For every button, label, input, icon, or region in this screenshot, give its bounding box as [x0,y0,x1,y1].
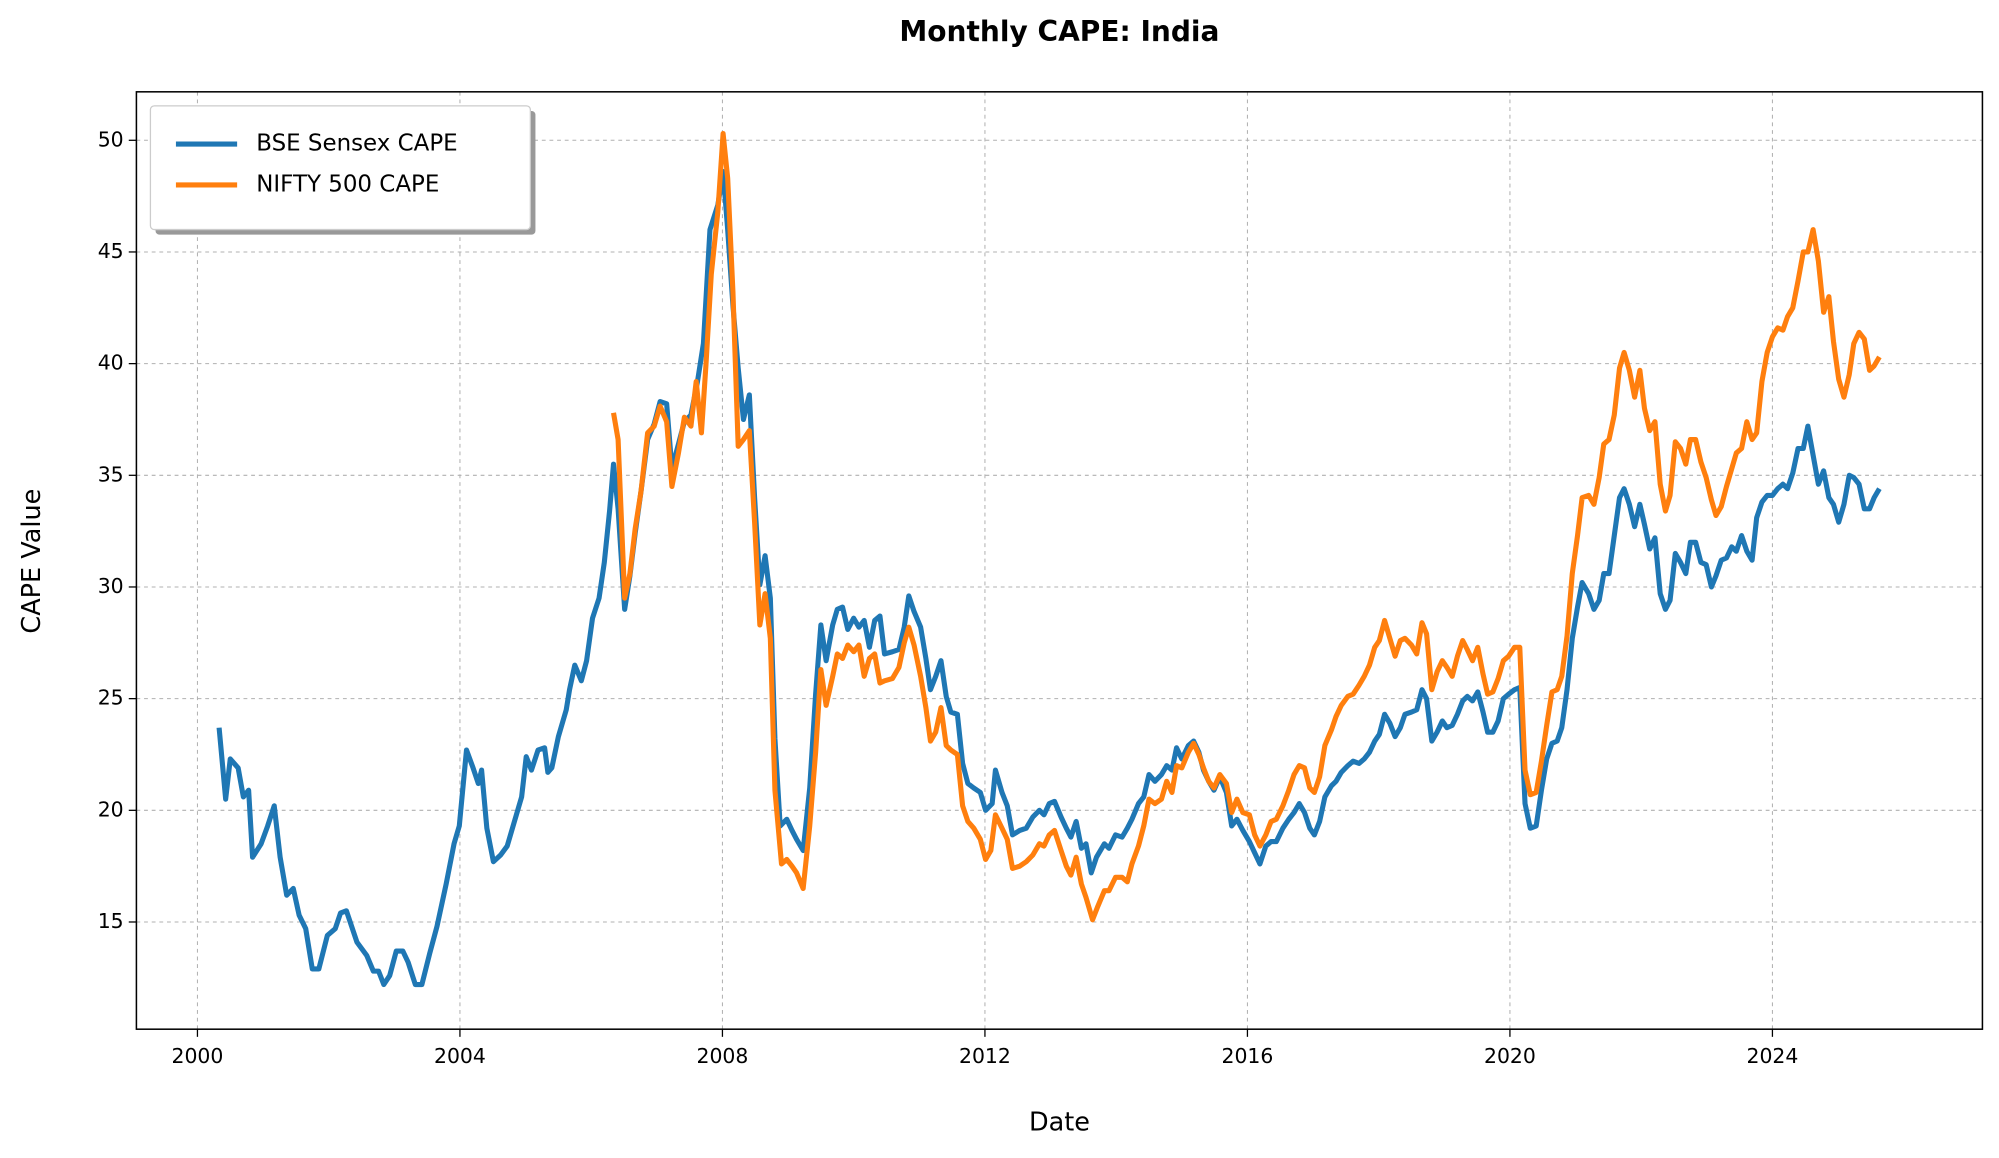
y-tick-label: 15 [98,909,124,933]
y-tick-label: 40 [98,351,124,375]
x-tick-label: 2020 [1484,1044,1536,1068]
y-tick-label: 35 [98,462,124,486]
y-tick-label: 50 [98,127,124,151]
y-tick-label: 20 [98,797,124,821]
plot-lines [216,131,1882,988]
x-tick-label: 2012 [959,1044,1011,1068]
y-axis-label: CAPE Value [17,489,47,634]
chart-title: Monthly CAPE: India [899,15,1219,48]
x-tick-label: 2016 [1221,1044,1273,1068]
legend-label: NIFTY 500 CAPE [256,171,439,197]
x-tick-label: 2024 [1746,1044,1798,1068]
plot-frame [135,91,1984,1030]
legend: BSE Sensex CAPE NIFTY 500 CAPE [149,105,536,235]
x-axis-label: Date [1029,1108,1090,1138]
x-tick-label: 2000 [171,1044,223,1068]
legend-label: BSE Sensex CAPE [256,131,457,157]
x-tick-label: 2008 [696,1044,748,1068]
y-tick-label: 25 [98,686,124,710]
y-tick-label: 45 [98,239,124,263]
ticks: 2000 2004 2008 2012 2016 2020 2024 15 20 25 30 35 40… [98,127,1799,1068]
legend-box [149,105,531,231]
y-tick-label: 30 [98,574,124,598]
series-line [216,169,1882,988]
series-line [610,131,1882,923]
x-tick-label: 2004 [434,1044,486,1068]
